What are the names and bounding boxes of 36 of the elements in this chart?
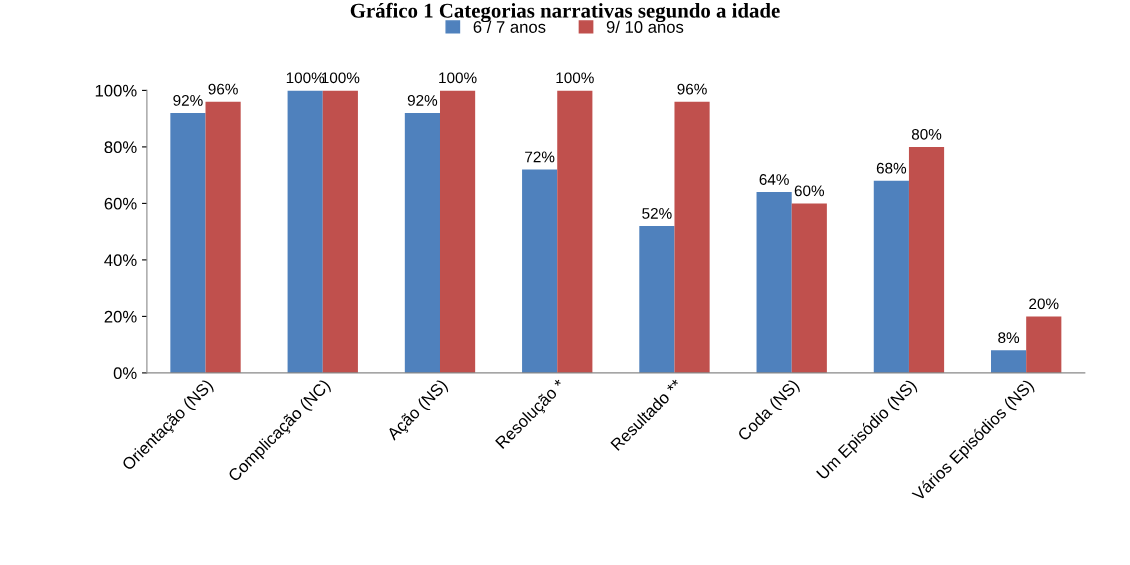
y-tick-label: 60% <box>104 197 137 210</box>
data-label: 92% <box>173 95 203 106</box>
data-label: 96% <box>208 83 238 95</box>
data-label: 96% <box>677 83 707 95</box>
bar <box>908 146 945 373</box>
bar <box>791 203 827 373</box>
bar <box>1026 316 1062 373</box>
bar <box>322 90 358 373</box>
bar <box>404 113 440 373</box>
bar <box>991 350 1027 373</box>
data-label: 72% <box>525 151 555 163</box>
data-label: 52% <box>642 208 672 219</box>
data-label: 92% <box>407 95 438 106</box>
data-label: 80% <box>911 128 942 140</box>
y-tick-label: 80% <box>104 141 137 154</box>
bar <box>756 192 792 373</box>
y-tick-label: 40% <box>104 254 137 267</box>
data-label: 60% <box>794 185 825 197</box>
y-tick-label: 100% <box>95 84 137 97</box>
bar <box>522 169 558 373</box>
y-tick-label: 0% <box>113 367 137 380</box>
data-label: 68% <box>876 162 907 174</box>
bar <box>639 226 675 373</box>
y-tick-label: 20% <box>104 310 137 323</box>
bar <box>205 101 241 373</box>
data-label: 100% <box>556 72 594 84</box>
data-label: 64% <box>759 174 789 185</box>
bar <box>287 90 323 373</box>
bar <box>439 90 476 373</box>
data-label: 20% <box>1029 298 1059 310</box>
data-label: 8% <box>998 332 1020 344</box>
bar <box>873 180 909 373</box>
bar <box>170 113 206 373</box>
bar <box>674 101 710 373</box>
data-label: 100% <box>439 72 477 84</box>
bar <box>557 90 593 373</box>
